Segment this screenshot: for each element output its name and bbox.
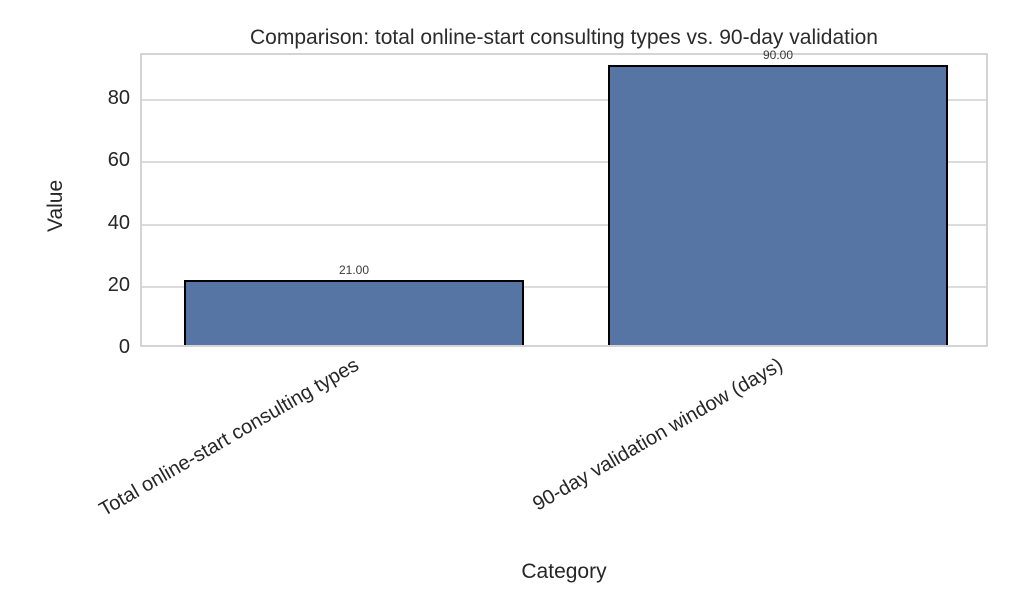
plot-area: 21.00 90.00 xyxy=(140,48,988,347)
y-tick-label-60: 60 xyxy=(107,149,130,172)
x-axis-label: Category xyxy=(521,560,607,583)
bar-value-label-0: 21.00 xyxy=(338,262,370,277)
y-tick-label-20: 20 xyxy=(107,273,130,296)
chart-title: Comparison: total online-start consultin… xyxy=(250,26,878,49)
y-tick-label-80: 80 xyxy=(107,87,130,110)
y-tick-label-40: 40 xyxy=(107,211,130,234)
gridline-y40 xyxy=(142,223,986,226)
bar-value-label-1: 90.00 xyxy=(762,48,794,62)
y-axis-label: Value xyxy=(44,179,67,232)
gridline-y60 xyxy=(142,161,986,164)
x-tick-label-0: Total online-start consulting types xyxy=(95,354,363,521)
bar-0 xyxy=(184,279,524,345)
y-tick-label-0: 0 xyxy=(118,336,130,358)
gridline-y20 xyxy=(142,285,986,288)
bar-1 xyxy=(608,65,948,345)
x-tick-label-1: 90-day validation window (days) xyxy=(529,354,787,516)
gridline-y80 xyxy=(142,99,986,102)
